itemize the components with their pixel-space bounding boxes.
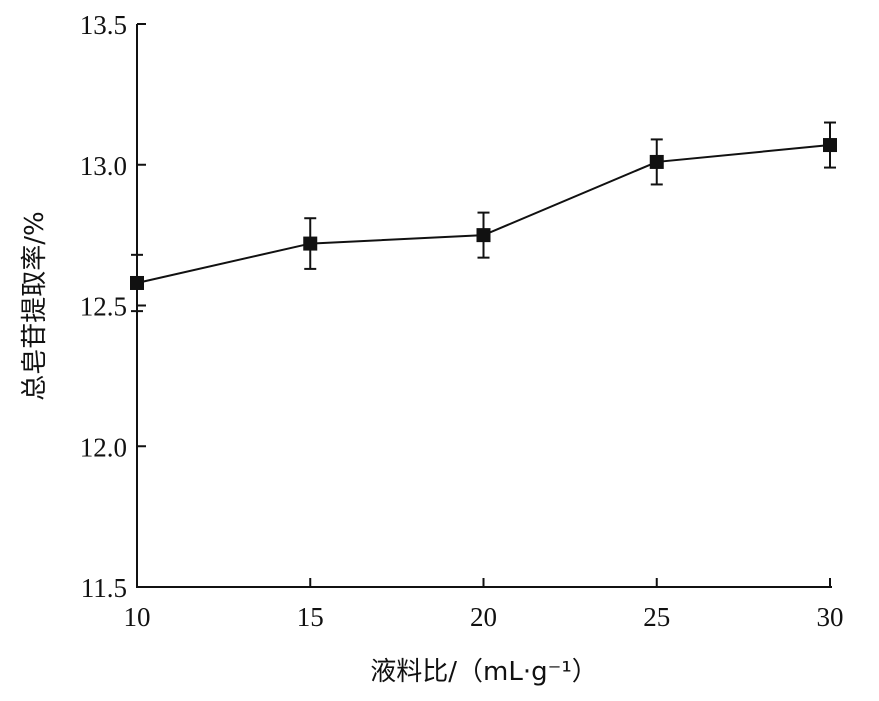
y-tick-label: 12.0 bbox=[80, 432, 127, 462]
y-tick-label: 11.5 bbox=[81, 573, 127, 603]
x-tick-label: 25 bbox=[643, 602, 670, 632]
x-axis-ticks: 10 15 20 25 30 bbox=[124, 578, 844, 632]
data-point-marker bbox=[130, 275, 144, 290]
x-tick-label: 15 bbox=[297, 602, 324, 632]
x-tick-label: 20 bbox=[470, 602, 497, 632]
x-tick-label: 10 bbox=[124, 602, 151, 632]
data-point-marker bbox=[823, 138, 837, 153]
plot-area bbox=[136, 24, 832, 588]
y-tick-label: 13.5 bbox=[80, 10, 127, 40]
data-point-marker bbox=[476, 228, 491, 243]
y-axis-title: 总皂苷提取率/% bbox=[20, 211, 50, 400]
y-tick-label: 12.5 bbox=[80, 292, 127, 322]
data-point-marker bbox=[649, 154, 664, 169]
y-axis-ticks: 11.5 12.0 12.5 13.0 13.5 bbox=[80, 10, 146, 603]
x-tick-label: 30 bbox=[817, 602, 844, 632]
data-point-marker bbox=[303, 236, 318, 251]
x-axis-title: 液料比/（mL·g⁻¹） bbox=[370, 657, 598, 687]
series-layer bbox=[130, 121, 837, 313]
y-tick-label: 13.0 bbox=[80, 151, 127, 181]
